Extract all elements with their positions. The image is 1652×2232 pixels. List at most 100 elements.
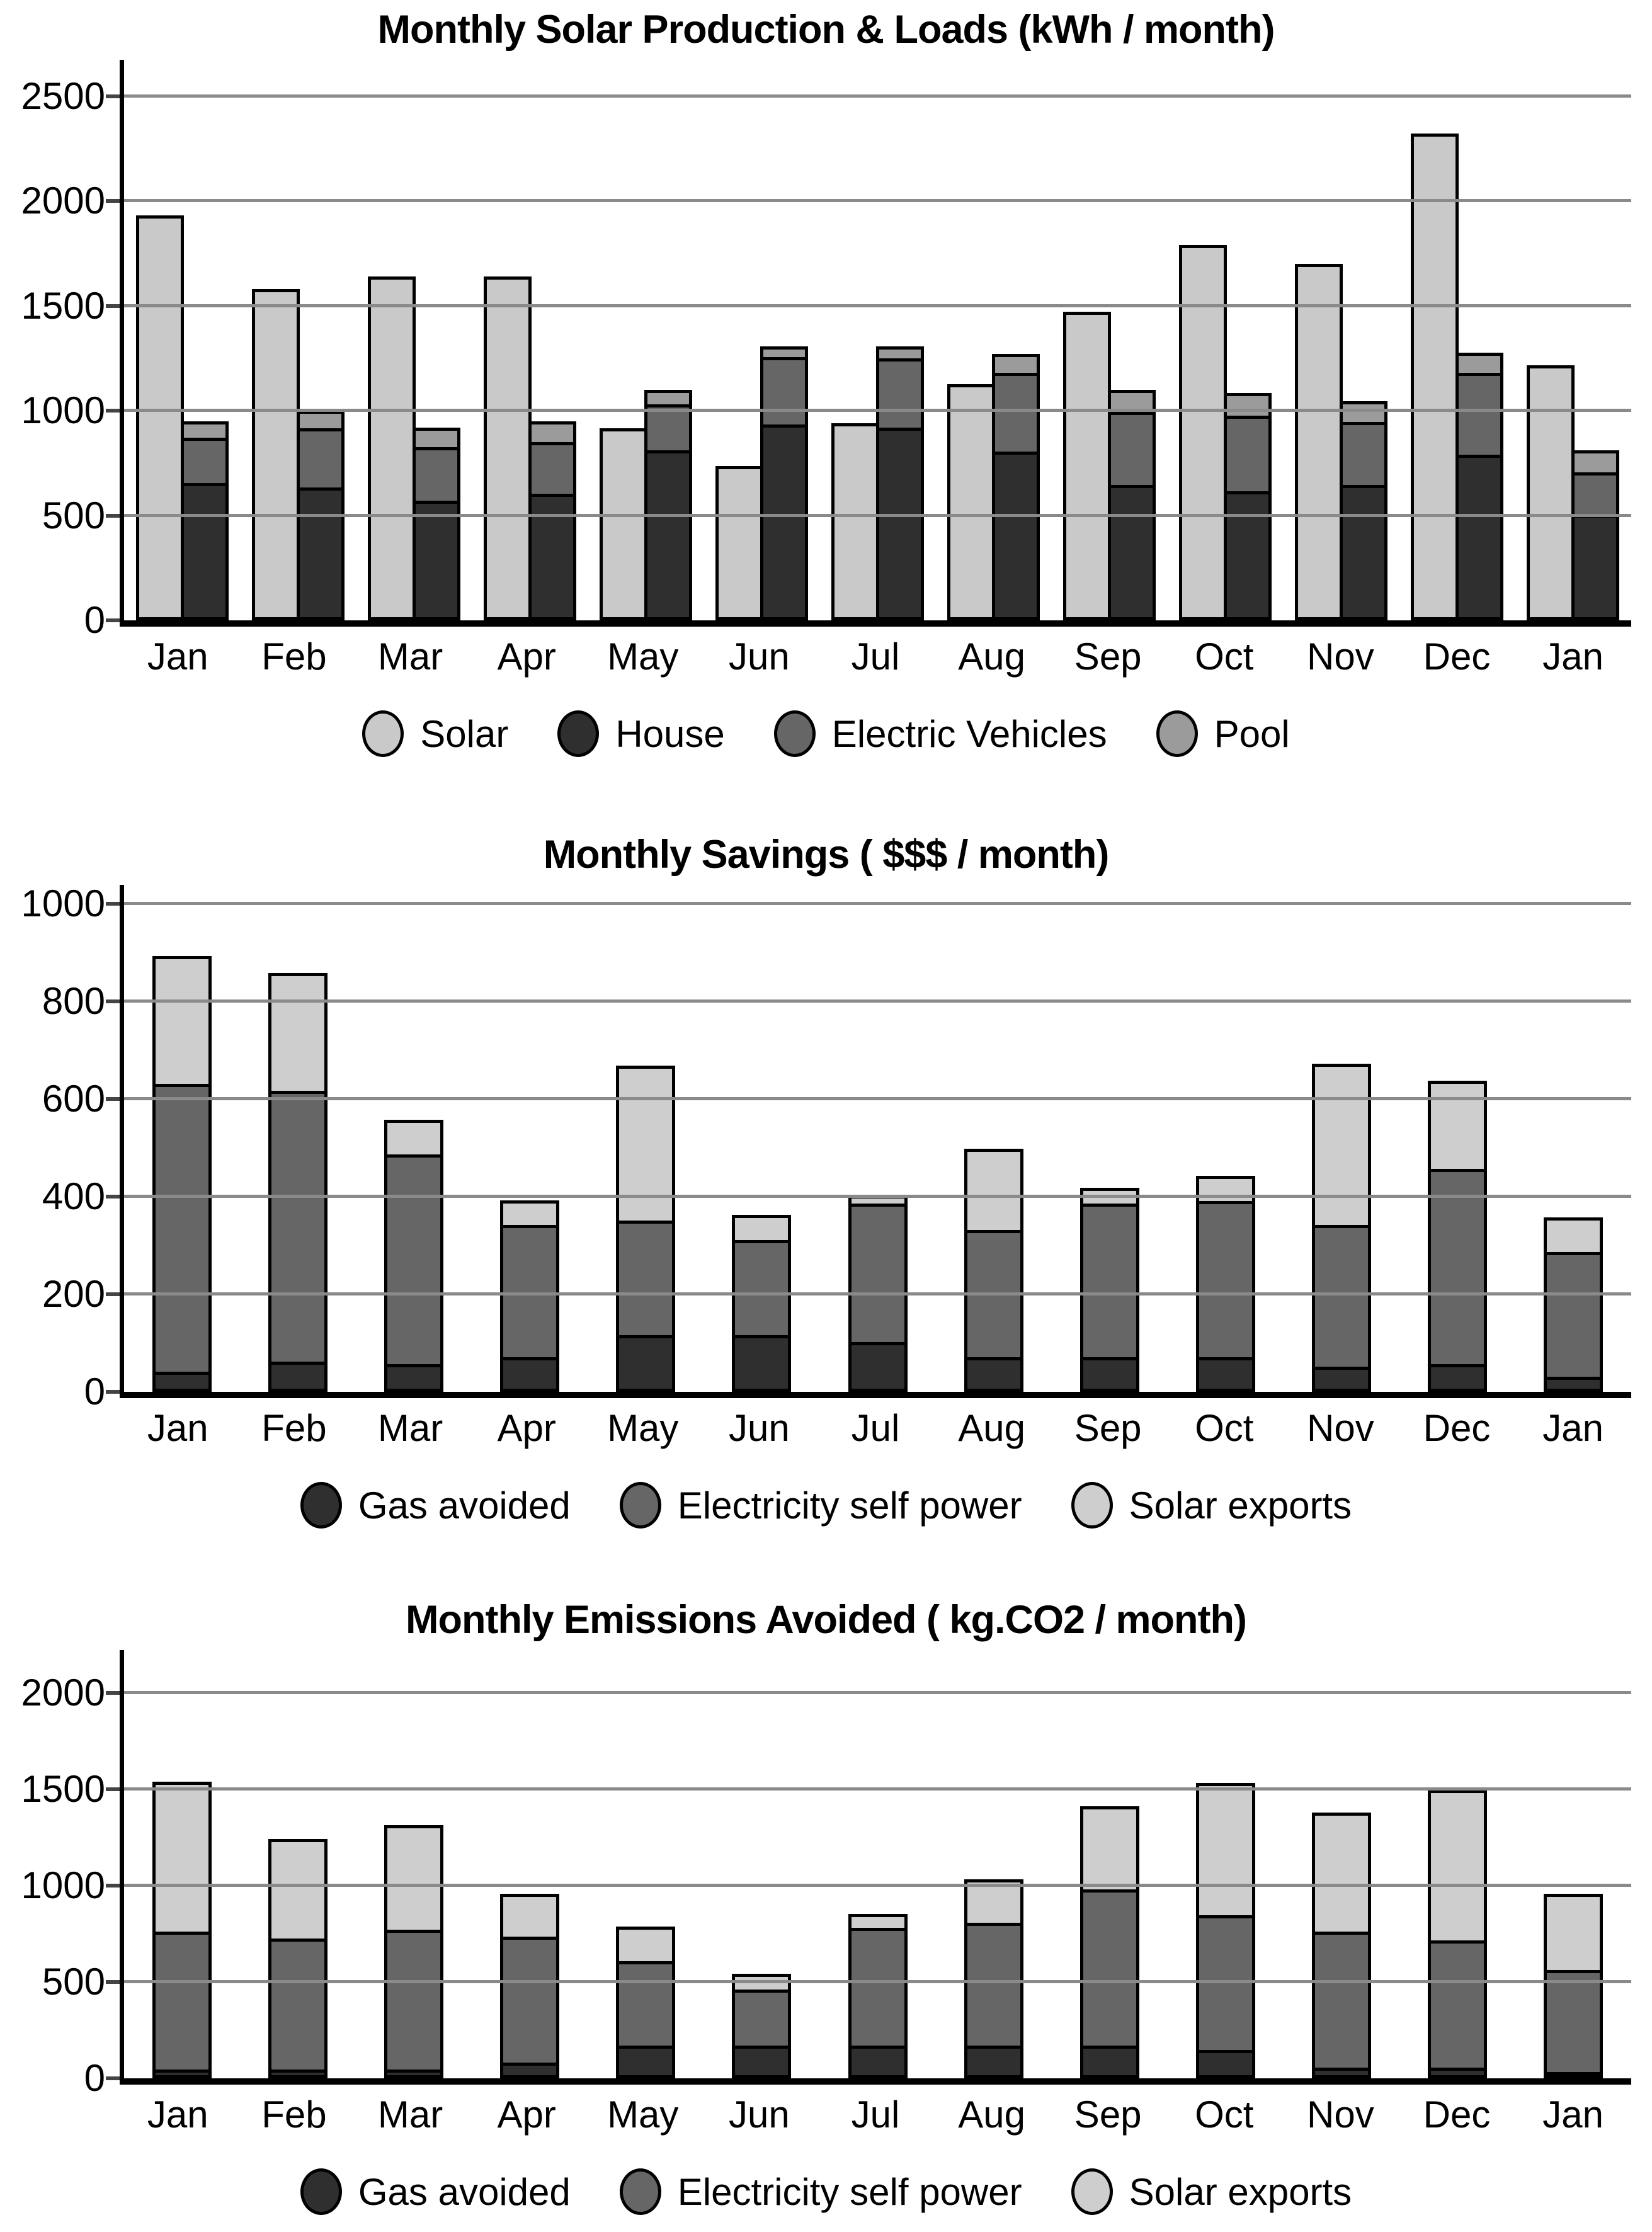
month-bar-group (124, 885, 240, 1392)
bar-segment-gas-avoided (1083, 2045, 1136, 2075)
x-axis-label: Nov (1307, 635, 1374, 678)
bar-segment-gas-avoided (1199, 1357, 1252, 1389)
bar-solar (831, 423, 879, 620)
bar-segment-solar-exports (1083, 1809, 1136, 1889)
bar-segment-solar-exports (503, 1896, 557, 1937)
bar-segment-electricity-self-power (156, 1932, 209, 2070)
x-axis-label: Mar (377, 635, 443, 678)
x-axis-labels: Jan Feb Mar Apr May Jun Jul Aug Sep Oct Nov Dec Jan (120, 2085, 1631, 2144)
bar-segment-house (1111, 485, 1153, 617)
legend-label: Solar exports (1129, 2170, 1352, 2213)
bar-segment-gas-avoided (851, 1342, 904, 1389)
y-axis-tick (106, 1884, 120, 1888)
bar-segment-electricity-self-power (1083, 1889, 1136, 2046)
bar-segment-house (763, 424, 805, 617)
y-axis-label: 1500 (21, 1768, 105, 1810)
bar-segment-solar-exports (1199, 1786, 1252, 1916)
bar-segment-solar-exports (1430, 1792, 1484, 1940)
y-axis-tick (106, 1980, 120, 1984)
bar-segment-solar-exports (967, 1152, 1020, 1231)
month-bar-group (1284, 60, 1399, 620)
x-axis-label: Sep (1074, 1407, 1142, 1449)
bar-segment-electric-vehicles (647, 404, 689, 451)
gridline (124, 409, 1631, 412)
stacked-bar (268, 1838, 328, 2078)
y-axis-label: 2500 (21, 74, 105, 117)
legend-swatch-icon (300, 1482, 342, 1529)
stacked-bar (1195, 1175, 1255, 1392)
month-bar-group (1399, 60, 1515, 620)
bars-layer (124, 885, 1631, 1392)
plot-area-wrap: 0 500 1000 1500 2000 2500 (21, 60, 1631, 641)
bar-segment-house (879, 427, 921, 617)
bar-segment-gas-avoided (1430, 2067, 1484, 2075)
x-axis-label: Jan (1542, 635, 1604, 678)
month-bar-group (472, 60, 588, 620)
x-axis-label: Jan (147, 1407, 208, 1449)
x-axis-label: Oct (1195, 635, 1254, 678)
bar-segment-pool (1111, 392, 1153, 412)
bar-solar (1063, 312, 1112, 620)
bar-segment-electric-vehicles (1111, 411, 1153, 486)
legend-label: Electricity self power (677, 1484, 1022, 1527)
bar-solar (251, 288, 300, 620)
bar-segment-electricity-self-power (387, 1929, 441, 2070)
legend-label: Gas avoided (358, 2170, 571, 2213)
stacked-bar (1455, 353, 1504, 620)
bar-segment-electricity-self-power (851, 1203, 904, 1343)
x-axis-label: May (607, 635, 679, 678)
bar-segment-pool (1459, 356, 1501, 373)
bar-segment-solar-exports (967, 1882, 1020, 1923)
stacked-bar (616, 1926, 676, 2078)
bar-segment-electric-vehicles (415, 447, 457, 501)
stacked-bar (992, 354, 1040, 620)
month-bar-group (936, 60, 1052, 620)
bar-segment-pool (647, 392, 689, 405)
bar-solar (1295, 263, 1343, 620)
gridline (124, 199, 1631, 202)
month-bar-group (472, 1650, 588, 2078)
stacked-bar (1195, 1783, 1255, 2078)
bar-solar (135, 215, 184, 620)
gridline (124, 1292, 1631, 1295)
bar-segment-gas-avoided (271, 2069, 325, 2075)
bar-segment-gas-avoided (735, 2045, 789, 2075)
stacked-bar (1311, 1813, 1371, 2078)
stacked-bar (1108, 389, 1156, 620)
legend-label: House (615, 712, 725, 755)
month-bar-group (356, 885, 472, 1392)
stacked-bar (1340, 401, 1388, 620)
legend-item: Electric Vehicles (773, 710, 1107, 757)
x-axis-label: Aug (958, 2093, 1025, 2136)
bar-segment-pool (763, 350, 805, 358)
month-bar-group (819, 1650, 935, 2078)
bar-segment-electricity-self-power (1314, 1932, 1368, 2068)
y-axis-tick (106, 1292, 120, 1296)
gridline (124, 1691, 1631, 1694)
legend-item: Solar exports (1071, 2168, 1352, 2215)
bar-segment-electricity-self-power (967, 1923, 1020, 2046)
y-axis-tick (106, 199, 120, 203)
bars-layer (124, 1650, 1631, 2078)
x-axis-label: May (607, 2093, 679, 2136)
legend-item: Electricity self power (619, 2168, 1022, 2215)
gridline (124, 94, 1631, 98)
bar-solar (715, 466, 763, 620)
y-axis-tick (106, 513, 120, 518)
y-axis-tick (106, 1097, 120, 1101)
bar-segment-solar-exports (156, 1785, 209, 1932)
legend-label: Pool (1214, 712, 1290, 755)
x-axis-label: Jul (851, 2093, 900, 2136)
stacked-bar (876, 346, 924, 620)
x-axis-label: Feb (261, 2093, 327, 2136)
y-axis-tick (106, 618, 120, 622)
legend-label: Solar (420, 712, 509, 755)
month-bar-group (1052, 60, 1168, 620)
month-bar-group (1515, 885, 1631, 1392)
y-axis-tick (106, 2076, 120, 2080)
x-axis-label: Sep (1074, 635, 1142, 678)
x-axis-label: Dec (1423, 1407, 1491, 1449)
stacked-bar (500, 1893, 560, 2078)
bar-segment-electricity-self-power (619, 1220, 673, 1335)
